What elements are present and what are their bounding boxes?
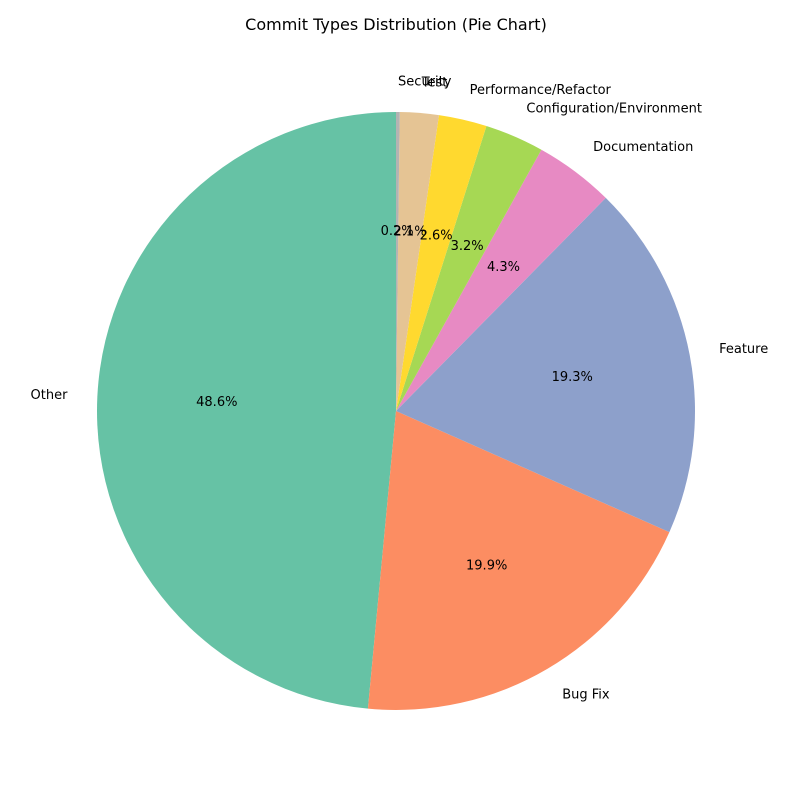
slice-label: Feature bbox=[719, 342, 768, 357]
slice-percent-label: 3.2% bbox=[451, 239, 484, 254]
slice-percent-label: 19.3% bbox=[552, 370, 593, 385]
slice-label: Documentation bbox=[593, 140, 693, 155]
pie-slice-other bbox=[96, 112, 397, 709]
slice-label: Configuration/Environment bbox=[526, 102, 702, 117]
pie-slice-configuration-environment bbox=[396, 126, 542, 412]
pie-slice-feature bbox=[396, 197, 695, 533]
slice-percent-label: 48.6% bbox=[196, 395, 237, 410]
slice-labels: Other Bug Fix Feature Documentation Configur… bbox=[31, 75, 769, 703]
slice-percent-label: 2.6% bbox=[420, 229, 453, 244]
slice-percent-label: 2.1% bbox=[394, 225, 427, 240]
slice-label: Bug Fix bbox=[562, 687, 610, 702]
pie-slice-performance-refactor bbox=[396, 115, 487, 411]
slice-percent-labels: 48.6% 19.9% 19.3% 4.3%3.2%2.6%2.1%0.2% bbox=[196, 224, 593, 573]
pie-slice-bug-fix bbox=[367, 411, 670, 711]
slice-percent-label: 4.3% bbox=[487, 260, 520, 275]
slice-label: Performance/Refactor bbox=[470, 83, 612, 98]
pie-slice-security bbox=[396, 112, 400, 411]
slice-label: Other bbox=[31, 388, 69, 403]
slice-label: Security bbox=[398, 75, 452, 90]
slice-label: Test bbox=[421, 76, 448, 91]
pie-slices bbox=[96, 112, 695, 711]
pie-slice-test bbox=[396, 112, 439, 412]
chart-title: Commit Types Distribution (Pie Chart) bbox=[245, 15, 547, 34]
slice-percent-label: 19.9% bbox=[466, 558, 507, 573]
pie-slice-documentation bbox=[396, 149, 606, 412]
slice-percent-label: 0.2% bbox=[381, 224, 414, 239]
